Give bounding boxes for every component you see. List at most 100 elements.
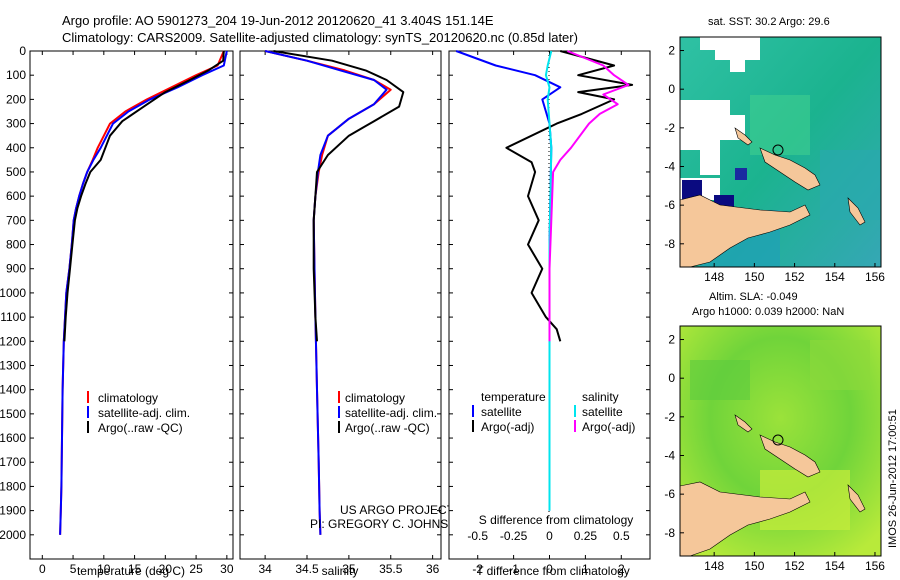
x-tick-label: 15 [128,562,142,576]
legend-argo-label: Argo(..raw -QC) [345,421,430,435]
x-tick-label: 0 [39,562,46,576]
x-tick-label: 35 [342,562,356,576]
land-bougainville [847,197,866,226]
lat-tick-label: -6 [664,198,675,212]
x-tick-label: 2 [618,562,625,576]
lon-tick-label: 152 [785,270,805,284]
legend-t-satellite-label: satellite [481,405,522,419]
temperature-legend: climatology satellite-adj. clim. Argo(..… [87,391,190,435]
salinity-plot-frame [239,50,442,560]
legend-argo-label: Argo(..raw -QC) [98,421,183,435]
cloud-mask [680,100,745,175]
lon-tick-label: 150 [744,559,764,573]
sst-field-patch [750,95,810,155]
depth-tick-label: 2000 [0,528,26,542]
depth-axis: 0 100 200 300 400 500 600 700 800 900 1000 1100 1200… [0,44,233,542]
lat-tick-label: 2 [668,333,675,347]
s-tick-label: -0.25 [500,529,528,543]
depth-tick-label: 1300 [0,358,26,372]
depth-tick-label: 300 [6,117,26,131]
depth-tick-label: 100 [6,68,26,82]
land-new-ireland [734,414,753,433]
difference-series [455,50,634,511]
lon-tick-label: 156 [865,270,885,284]
sla-map-title-line2: Argo h1000: 0.039 h2000: NaN [692,306,844,318]
depth-tick-label: 1200 [0,334,26,348]
lat-tick-label: -2 [664,121,675,135]
x-tick-label: 0 [546,562,553,576]
lat-tick-label: 2 [668,44,675,58]
argo-position-marker [772,144,784,156]
land-new-guinea [680,481,811,556]
x-tick-label: 34.5 [295,562,319,576]
s-difference-axis: -0.5 -0.25 0 0.25 0.5 [467,529,630,543]
series-line-salinity-satellite [544,50,553,511]
x-tick-label: 1 [582,562,589,576]
depth-tick-label: 1900 [0,504,26,518]
s-tick-label: 0.5 [613,529,630,543]
series-line-argo-raw-qc- [273,50,405,342]
salinity-axis: 34 34.5 35 35.5 36 [258,51,440,576]
lat-tick-label: -8 [664,237,675,251]
x-tick-label: 36 [426,562,440,576]
lon-tick-label: 154 [825,559,845,573]
sst-map: sat. SST: 30.2 Argo: 29.6 2 0 -2 -4 -6 -8 148… [664,16,885,284]
sst-map-lon-axis: 148 150 152 154 156 [704,263,885,284]
legend-s-argo-label: Argo(-adj) [582,420,635,434]
figure-title-line2: Climatology: CARS2009. Satellite-adjuste… [62,30,578,45]
lon-tick-label: 148 [704,559,724,573]
salinity-panel: 34 34.5 35 35.5 36 salinity climatology sate… [239,50,466,578]
temperature-axis: 0 5 10 15 20 25 30 [39,51,234,576]
sla-field-patch [810,340,870,390]
sst-map-frame [679,36,882,268]
legend-climatology-label: climatology [345,391,405,405]
sla-map-title-line1: Altim. SLA: -0.049 [709,291,798,303]
cold-pixel-block [735,168,747,180]
land-new-britain [759,147,821,191]
lat-tick-label: -4 [664,448,675,462]
sla-field-patch [690,360,750,400]
salinity-series [264,50,405,535]
project-annotation-line1: US ARGO PROJECT [340,503,455,517]
salinity-legend: climatology satellite-adj. clim. Argo(..… [338,391,437,435]
depth-tick-label: 700 [6,213,26,227]
series-line-satellite-adj-clim- [264,50,388,535]
temperature-axis-label: temperature (deg C) [77,564,185,578]
x-tick-label: 5 [70,562,77,576]
s-difference-axis-label: S difference from climatology [479,513,634,527]
x-tick-label: 30 [220,562,234,576]
temperature-plot-frame [29,50,234,560]
lat-tick-label: 0 [668,371,675,385]
sla-map: Altim. SLA: -0.049 Argo h1000: 0.039 h20… [664,291,885,573]
legend-satellite-label: satellite-adj. clim. [98,406,190,420]
depth-tick-label: 500 [6,165,26,179]
depth-tick-label: 1400 [0,383,26,397]
x-tick-label: 35.5 [379,562,403,576]
temperature-series [59,50,228,535]
sst-map-field [680,37,881,267]
x-tick-label: -1 [508,562,519,576]
depth-tick-label: 1000 [0,286,26,300]
argo-position-marker [772,434,784,446]
salinity-axis-label: salinity [322,564,359,578]
salinity-depth-ticks [240,50,441,536]
land-new-ireland [734,127,753,146]
depth-tick-label: 1100 [0,310,26,324]
lat-tick-label: 0 [668,82,675,96]
depth-tick-label: 1700 [0,455,26,469]
s-tick-label: 0.25 [574,529,598,543]
cloud-mask [700,37,760,72]
lat-tick-label: -8 [664,526,675,540]
x-tick-label: 34 [258,562,272,576]
footer-timestamp: IMOS 26-Jun-2012 17:00:51 [887,409,899,548]
x-tick-label: 10 [97,562,111,576]
s-tick-label: -0.5 [467,529,488,543]
lon-tick-label: 152 [785,559,805,573]
project-annotation-line2: PI: GREGORY C. JOHNSON [310,517,466,531]
depth-tick-label: 200 [6,92,26,106]
legend-satellite-label: satellite-adj. clim. [345,406,437,420]
depth-tick-label: 800 [6,238,26,252]
depth-tick-label: 1600 [0,431,26,445]
sla-map-frame [679,325,882,557]
